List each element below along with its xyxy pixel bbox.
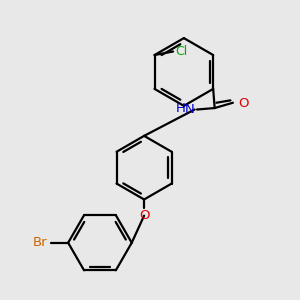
Text: N: N	[185, 103, 195, 116]
Text: O: O	[238, 97, 249, 110]
Text: O: O	[139, 209, 149, 223]
Text: Br: Br	[32, 236, 47, 249]
Text: Cl: Cl	[175, 45, 188, 58]
Text: H: H	[175, 102, 185, 115]
